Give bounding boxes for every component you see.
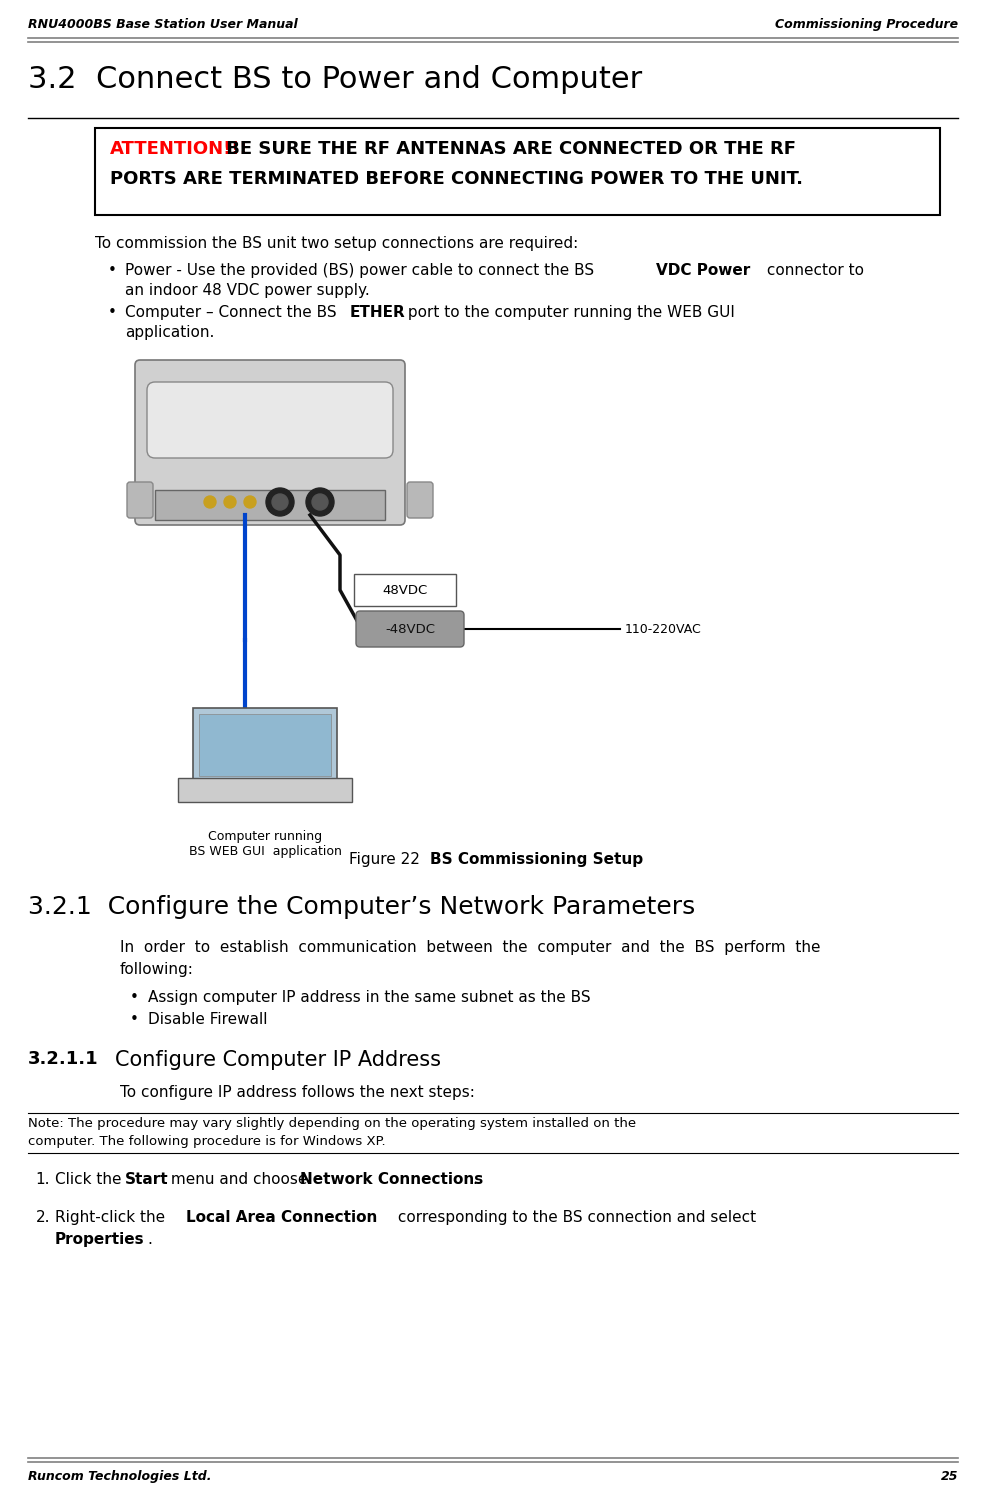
Circle shape [272,494,288,510]
Text: .: . [147,1233,152,1248]
Circle shape [306,488,334,516]
Text: Figure 22: Figure 22 [349,853,420,868]
FancyBboxPatch shape [147,381,393,458]
Text: -48VDC: -48VDC [385,622,435,636]
Text: ATTENTION!!!: ATTENTION!!! [110,141,248,159]
Text: port to the computer running the WEB GUI: port to the computer running the WEB GUI [403,305,735,320]
Text: Right-click the: Right-click the [55,1210,170,1225]
Text: In  order  to  establish  communication  between  the  computer  and  the  BS  p: In order to establish communication betw… [120,939,820,954]
FancyBboxPatch shape [199,714,331,776]
Circle shape [224,497,236,509]
Text: 2.: 2. [35,1210,50,1225]
Text: corresponding to the BS connection and select: corresponding to the BS connection and s… [393,1210,756,1225]
FancyBboxPatch shape [356,610,464,646]
Text: 25: 25 [941,1471,958,1483]
FancyBboxPatch shape [354,574,456,606]
Text: •: • [108,305,117,320]
Text: 1.: 1. [35,1171,50,1186]
Text: Start: Start [125,1171,169,1186]
FancyBboxPatch shape [155,491,385,521]
Text: .: . [472,1171,477,1186]
Text: To commission the BS unit two setup connections are required:: To commission the BS unit two setup conn… [95,236,578,251]
Text: ETHER: ETHER [350,305,406,320]
Text: menu and choose: menu and choose [166,1171,313,1186]
Text: 3.2.1  Configure the Computer’s Network Parameters: 3.2.1 Configure the Computer’s Network P… [28,895,695,919]
Text: Power - Use the provided (BS) power cable to connect the BS: Power - Use the provided (BS) power cabl… [125,263,599,278]
Text: connector to: connector to [762,263,864,278]
Text: Configure Computer IP Address: Configure Computer IP Address [115,1050,441,1070]
Circle shape [312,494,328,510]
Text: Note: The procedure may vary slightly depending on the operating system installe: Note: The procedure may vary slightly de… [28,1118,636,1129]
Text: BS Commissioning Setup: BS Commissioning Setup [430,853,643,868]
Text: 3.2.1.1: 3.2.1.1 [28,1050,99,1068]
Text: following:: following: [120,962,194,977]
FancyBboxPatch shape [135,361,405,525]
Text: an indoor 48 VDC power supply.: an indoor 48 VDC power supply. [125,283,370,298]
Text: Local Area Connection: Local Area Connection [186,1210,378,1225]
Text: PORTS ARE TERMINATED BEFORE CONNECTING POWER TO THE UNIT.: PORTS ARE TERMINATED BEFORE CONNECTING P… [110,171,803,188]
Text: Click the: Click the [55,1171,126,1186]
FancyBboxPatch shape [127,482,153,518]
Text: Runcom Technologies Ltd.: Runcom Technologies Ltd. [28,1471,212,1483]
Text: Properties: Properties [55,1233,145,1248]
Circle shape [266,488,294,516]
Text: •: • [130,990,139,1005]
Text: •: • [108,263,117,278]
FancyBboxPatch shape [178,778,352,802]
Text: 110-220VAC: 110-220VAC [625,622,702,636]
Text: •: • [130,1011,139,1026]
Text: Network Connections: Network Connections [300,1171,483,1186]
Text: To configure IP address follows the next steps:: To configure IP address follows the next… [120,1085,475,1100]
Text: computer. The following procedure is for Windows XP.: computer. The following procedure is for… [28,1135,386,1147]
Text: Computer – Connect the BS: Computer – Connect the BS [125,305,341,320]
Text: Commissioning Procedure: Commissioning Procedure [775,18,958,31]
Text: VDC Power: VDC Power [656,263,750,278]
FancyBboxPatch shape [407,482,433,518]
Text: RNU4000BS Base Station User Manual: RNU4000BS Base Station User Manual [28,18,298,31]
Text: Disable Firewall: Disable Firewall [148,1011,267,1026]
Circle shape [244,497,256,509]
Text: BE SURE THE RF ANTENNAS ARE CONNECTED OR THE RF: BE SURE THE RF ANTENNAS ARE CONNECTED OR… [220,141,796,159]
Text: Assign computer IP address in the same subnet as the BS: Assign computer IP address in the same s… [148,990,591,1005]
Text: 48VDC: 48VDC [383,583,428,597]
Text: application.: application. [125,325,214,340]
Text: 3.2  Connect BS to Power and Computer: 3.2 Connect BS to Power and Computer [28,64,642,94]
Circle shape [204,497,216,509]
FancyBboxPatch shape [193,708,337,782]
Text: Computer running
BS WEB GUI  application: Computer running BS WEB GUI application [188,830,341,859]
